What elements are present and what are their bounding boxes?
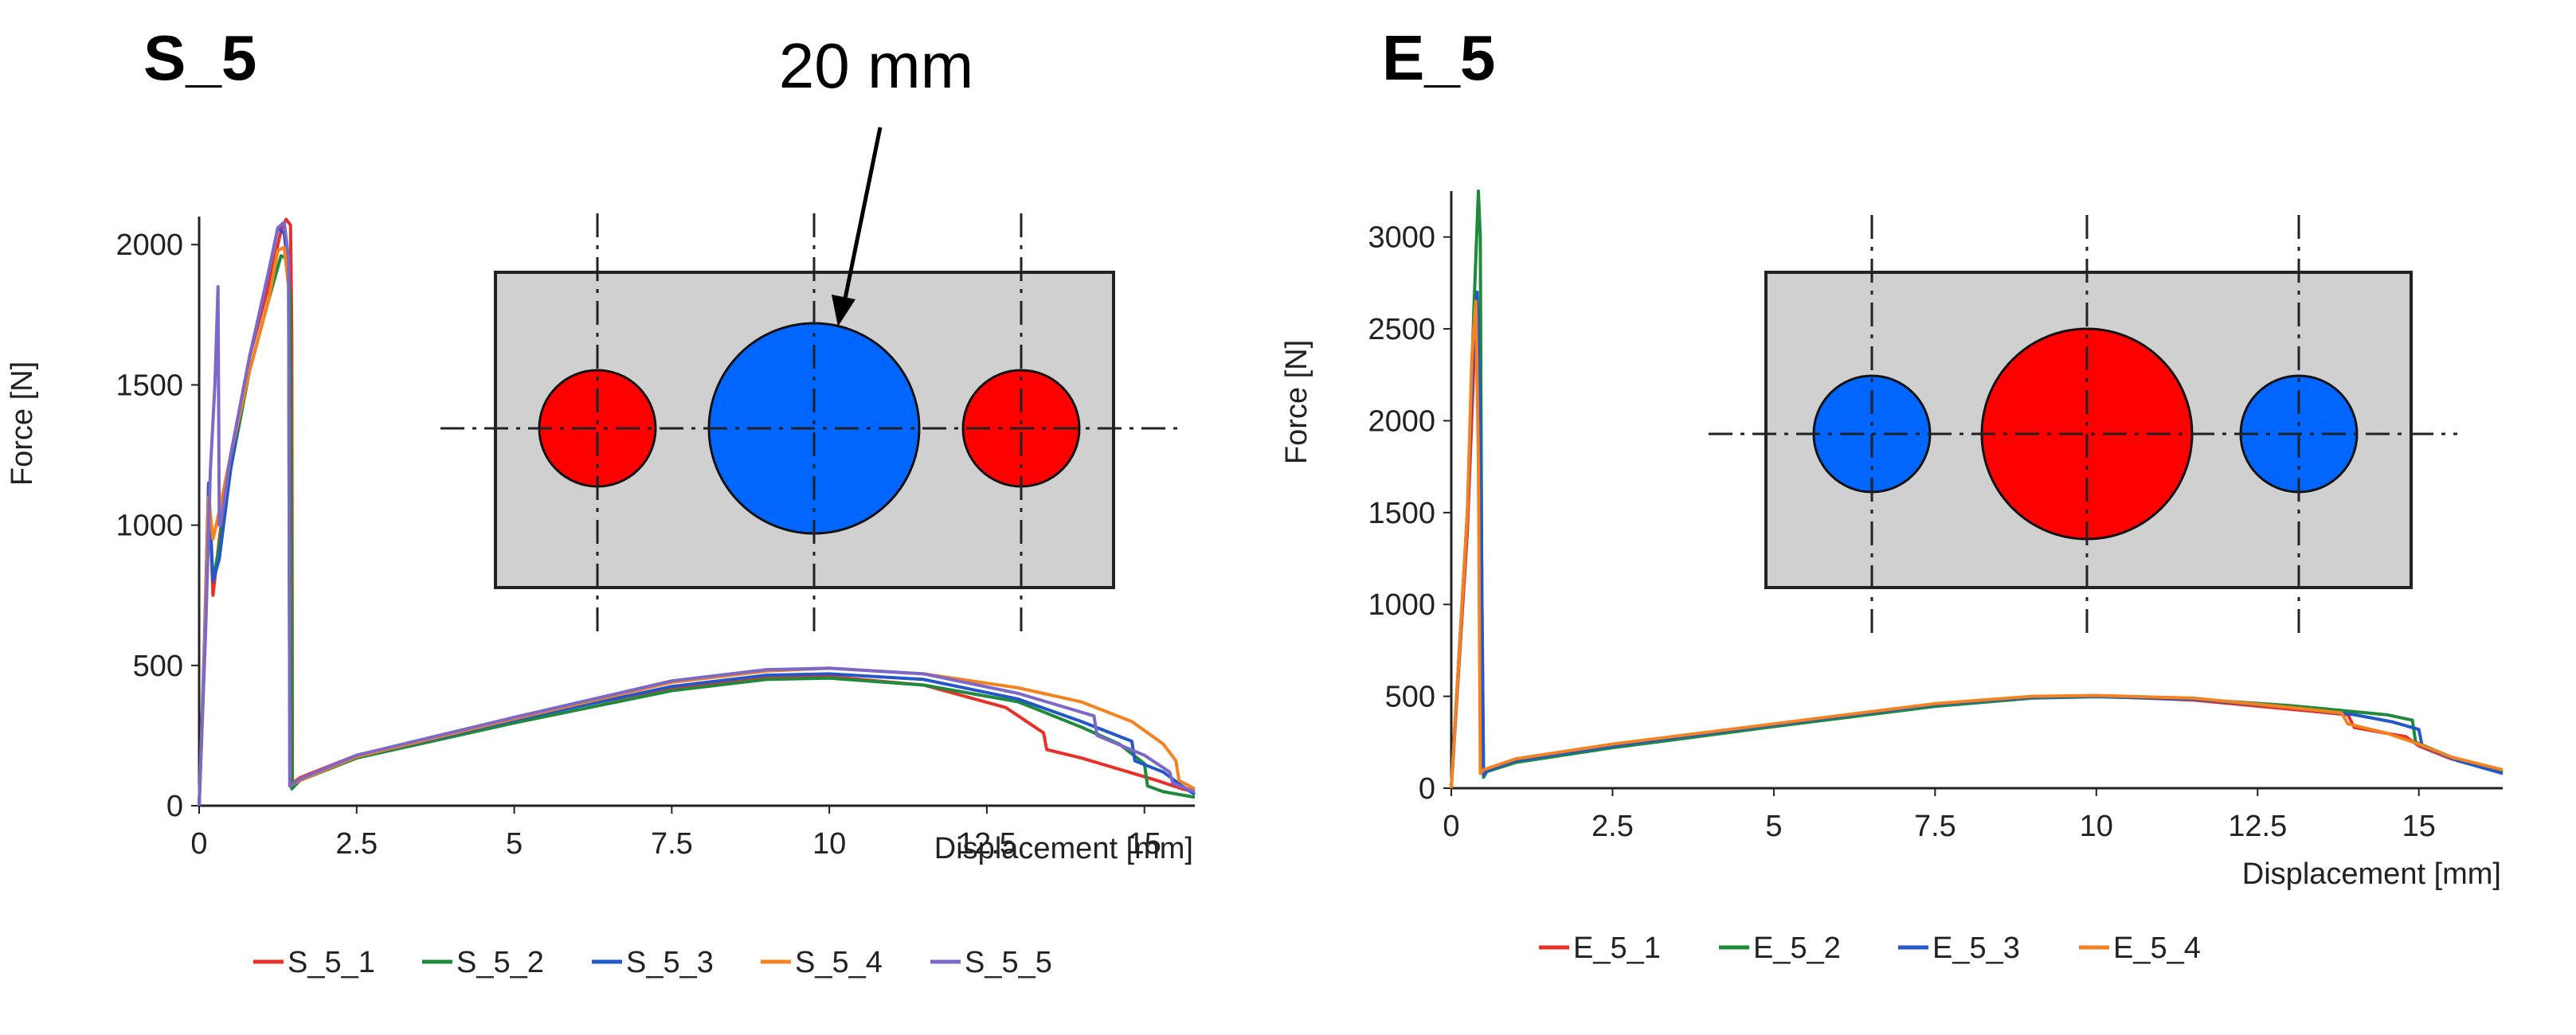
- series-line-s-5-5: [198, 221, 1196, 807]
- y-tick-label: 1000: [115, 510, 183, 543]
- x-tick-label: 15: [2402, 810, 2436, 843]
- x-tick-label: 5: [1765, 810, 1782, 843]
- legend-label: S_5_3: [626, 946, 714, 979]
- y-tick-label: 1500: [1368, 497, 1435, 530]
- x-tick-label: 15: [1128, 827, 1161, 861]
- legend: S_5_1 S_5_2 S_5_3 S_5_4 S_5_5: [253, 946, 1052, 979]
- series-line-e-5-2: [1450, 189, 2504, 789]
- legend: E_5_1 E_5_2 E_5_3 E_5_4: [1539, 931, 2201, 965]
- y-tick-label: 2000: [1368, 404, 1435, 438]
- inset-diagram-e5: [1709, 215, 2457, 641]
- legend-label: E_5_2: [1753, 931, 1841, 965]
- x-axis-title: Displacement [mm]: [934, 832, 1193, 865]
- legend-label: E_5_4: [2113, 931, 2201, 965]
- legend-label: S_5_1: [288, 946, 375, 979]
- y-tick-label: 0: [1419, 772, 1435, 806]
- panel-title-s5: S_5: [143, 22, 256, 93]
- panel-title-e5: E_5: [1382, 22, 1495, 93]
- panel-s5: S_5 20 mm 0 2.5 5 7.5 10 12.5 15 0 500 1000 1500 20…: [6, 22, 1196, 979]
- x-tick-label: 2.5: [1591, 810, 1634, 843]
- y-tick-label: 500: [1385, 681, 1435, 714]
- x-tick-label: 7.5: [651, 827, 693, 861]
- x-tick-label: 7.5: [1914, 810, 1956, 843]
- y-tick-label: 1500: [115, 369, 183, 402]
- y-tick-label: 2500: [1368, 313, 1435, 346]
- annotation-label: 20 mm: [779, 30, 974, 101]
- legend-label: E_5_3: [1932, 931, 2020, 965]
- x-tick-label: 2.5: [335, 827, 378, 861]
- annotation-arrow-shaft: [842, 127, 883, 303]
- axes: 0 2.5 5 7.5 10 12.5 15 0 500 1000 1500 2000 2500 3000…: [1280, 191, 2503, 891]
- series-line-e-5-4: [1450, 299, 2504, 789]
- inset-diagram-s5: [440, 127, 1185, 639]
- x-tick-label: 0: [1443, 810, 1459, 843]
- y-axis-title: Force [N]: [1280, 340, 1313, 464]
- annotation-arrow-head: [832, 295, 855, 326]
- panel-e5: E_5 0 2.5 5 7.5 10 12.5 15 0 500 1000 1500 2000 2500…: [1280, 22, 2504, 965]
- y-tick-label: 500: [133, 650, 183, 683]
- y-tick-label: 2000: [115, 228, 183, 262]
- legend-label: S_5_5: [965, 946, 1052, 979]
- y-tick-label: 1000: [1368, 588, 1435, 622]
- x-tick-label: 12.5: [2228, 810, 2287, 843]
- legend-label: E_5_1: [1573, 931, 1661, 965]
- axes: 0 2.5 5 7.5 10 12.5 15 0 500 1000 1500 2000 Force [N…: [6, 217, 1195, 865]
- series-lines: [198, 217, 1196, 807]
- legend-label: S_5_4: [795, 946, 883, 979]
- x-tick-label: 10: [2080, 810, 2113, 843]
- x-tick-label: 0: [190, 827, 207, 861]
- series-lines: [1450, 189, 2504, 789]
- x-tick-label: 5: [506, 827, 523, 861]
- y-axis-title: Force [N]: [6, 361, 39, 486]
- y-tick-label: 0: [166, 790, 183, 823]
- x-tick-label: 12.5: [957, 827, 1016, 861]
- x-tick-label: 10: [812, 827, 846, 861]
- legend-label: S_5_2: [456, 946, 544, 979]
- y-tick-label: 3000: [1368, 221, 1435, 255]
- x-axis-title: Displacement [mm]: [2242, 857, 2501, 891]
